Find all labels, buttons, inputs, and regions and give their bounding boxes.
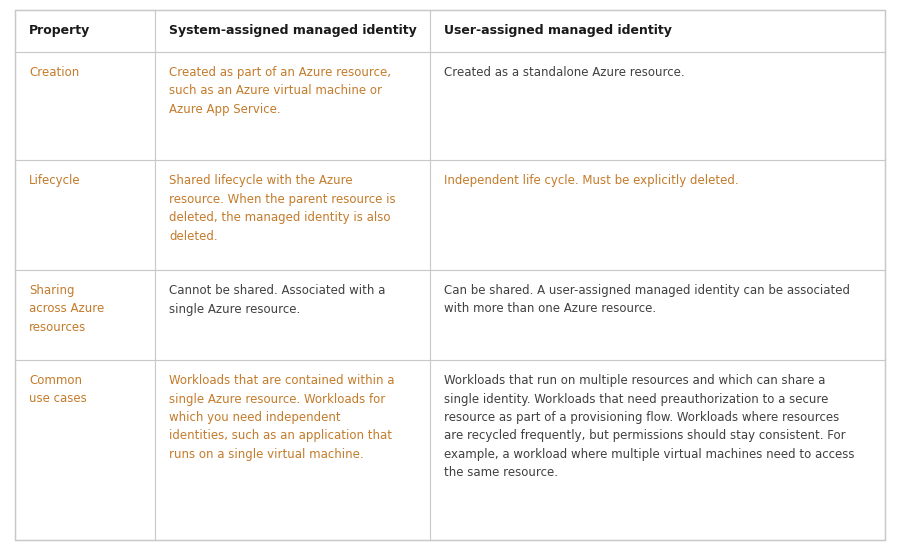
Text: Property: Property [29, 24, 90, 37]
Text: Cannot be shared. Associated with a
single Azure resource.: Cannot be shared. Associated with a sing… [169, 284, 385, 316]
Text: Sharing
across Azure
resources: Sharing across Azure resources [29, 284, 104, 334]
Text: Workloads that are contained within a
single Azure resource. Workloads for
which: Workloads that are contained within a si… [169, 374, 394, 461]
Text: System-assigned managed identity: System-assigned managed identity [169, 24, 417, 37]
Text: Common
use cases: Common use cases [29, 374, 86, 406]
Text: Lifecycle: Lifecycle [29, 174, 81, 187]
Text: Shared lifecycle with the Azure
resource. When the parent resource is
deleted, t: Shared lifecycle with the Azure resource… [169, 174, 396, 242]
Text: Independent life cycle. Must be explicitly deleted.: Independent life cycle. Must be explicit… [444, 174, 739, 187]
Text: Workloads that run on multiple resources and which can share a
single identity. : Workloads that run on multiple resources… [444, 374, 854, 479]
Text: Created as a standalone Azure resource.: Created as a standalone Azure resource. [444, 66, 685, 79]
Text: User-assigned managed identity: User-assigned managed identity [444, 24, 672, 37]
Text: Can be shared. A user-assigned managed identity can be associated
with more than: Can be shared. A user-assigned managed i… [444, 284, 850, 316]
Text: Creation: Creation [29, 66, 79, 79]
Text: Created as part of an Azure resource,
such as an Azure virtual machine or
Azure : Created as part of an Azure resource, su… [169, 66, 391, 116]
